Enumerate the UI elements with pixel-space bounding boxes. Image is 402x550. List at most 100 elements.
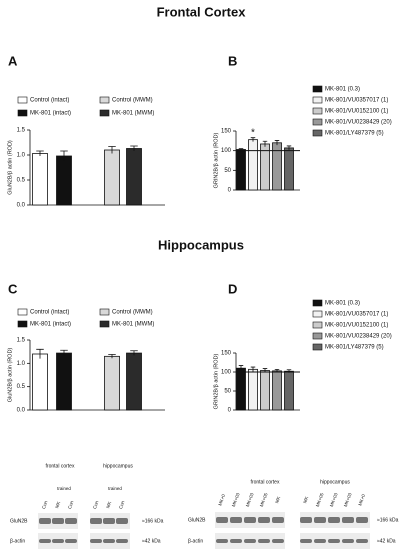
section-title: Frontal Cortex <box>157 4 247 19</box>
error-bar <box>130 145 138 151</box>
blot-band <box>342 539 354 543</box>
error-bar <box>108 146 116 154</box>
blot-band <box>116 539 128 543</box>
legend-swatch <box>17 109 28 117</box>
panel-label: A <box>8 53 18 68</box>
y-tick-label: 0.0 <box>17 203 26 209</box>
legend-label: Control (intact) <box>30 310 69 316</box>
bar <box>56 352 72 411</box>
y-tick-label: 0.5 <box>17 178 26 184</box>
bar <box>236 149 246 191</box>
legend-label: MK-801 (0.3) <box>325 301 360 307</box>
bar <box>260 370 270 411</box>
error-bar <box>60 150 68 161</box>
legend-label: MK-801/VU0152100 (1) <box>325 109 388 115</box>
bar <box>248 368 258 411</box>
y-tick-label: 50 <box>224 389 231 395</box>
blot-band <box>258 517 270 523</box>
lane-label: MK+0 <box>217 493 226 506</box>
blot-band <box>103 518 115 524</box>
legend-swatch <box>312 310 323 318</box>
blot-band <box>356 539 368 543</box>
blot-band <box>314 517 326 523</box>
legend-swatch <box>312 343 323 351</box>
error-bar <box>36 348 44 359</box>
bar <box>56 155 72 206</box>
blot-size-label: ≈42 kDa <box>142 538 161 544</box>
y-axis-label: GRIN2B/β actin (ROD) <box>213 132 219 188</box>
blot-band <box>52 518 64 524</box>
legend-swatch <box>17 96 28 104</box>
legend-swatch <box>99 308 110 316</box>
legend-swatch <box>99 96 110 104</box>
section-title: Hippocampus <box>158 237 244 252</box>
lane-label: Con <box>67 500 75 510</box>
legend-swatch <box>312 85 323 93</box>
legend-swatch <box>17 308 28 316</box>
y-tick-label: 1.0 <box>17 361 26 367</box>
bar <box>32 153 48 206</box>
blot-band <box>328 539 340 543</box>
blot-band <box>90 518 102 524</box>
bar <box>284 370 294 411</box>
legend-label: MK-801/VU0152100 (1) <box>325 323 388 329</box>
error-bar <box>262 140 268 147</box>
legend-label: MK-801 (0.3) <box>325 87 360 93</box>
legend-swatch <box>99 320 110 328</box>
legend-swatch <box>99 109 110 117</box>
blot-band <box>52 539 64 543</box>
blot-region: hippocampus <box>103 463 133 469</box>
blot-subheader: trained <box>57 486 71 491</box>
y-tick-label: 50 <box>224 168 231 174</box>
bar <box>284 147 294 191</box>
legend-swatch <box>312 299 323 307</box>
legend-swatch <box>17 320 28 328</box>
legend-label: Control (MWM) <box>112 98 153 104</box>
blot-region: frontal cortex <box>46 463 75 469</box>
y-tick-label: 100 <box>221 148 232 154</box>
bar <box>126 148 142 206</box>
lane-label: MK <box>302 496 309 504</box>
lane-label: MK+03 <box>343 492 353 508</box>
blot-band <box>272 517 284 523</box>
y-tick-label: 0.5 <box>17 384 26 390</box>
blot-band <box>230 517 242 523</box>
blot-band <box>103 539 115 543</box>
legend-label: Control (intact) <box>30 98 69 104</box>
error-bar <box>108 354 116 359</box>
legend-label: MK-801 (MWM) <box>112 111 154 117</box>
legend-label: MK-801/VU0357017 (1) <box>325 98 388 104</box>
panel-label: D <box>228 281 237 296</box>
legend-label: MK-801 (intact) <box>30 111 71 117</box>
legend-label: Control (MWM) <box>112 310 153 316</box>
blot-band <box>244 517 256 523</box>
error-bar <box>250 366 256 372</box>
y-tick-label: 100 <box>221 370 232 376</box>
legend-label: MK-801/VU0238429 (20) <box>325 334 392 340</box>
legend-label: MK-801/LY487379 (5) <box>325 131 384 137</box>
error-bar <box>286 145 292 150</box>
panel-label: B <box>228 53 237 68</box>
legend-swatch <box>312 129 323 137</box>
lane-label: Con <box>118 500 126 510</box>
y-tick-label: 0 <box>228 188 232 194</box>
lane-label: MK+03 <box>245 492 255 508</box>
legend-swatch <box>312 118 323 126</box>
legend-label: MK-801 (MWM) <box>112 322 154 328</box>
lane-label: MK+05 <box>315 492 325 508</box>
blot-row-label: GluN2B <box>188 517 206 523</box>
blot-band <box>216 517 228 523</box>
blot-size-label: ≈166 kDa <box>142 518 164 524</box>
bar <box>236 367 246 411</box>
lane-label: MK+03 <box>231 492 241 508</box>
bar <box>104 355 120 411</box>
panel-label: C <box>8 281 18 296</box>
y-tick-label: 1.5 <box>17 338 26 344</box>
lane-label: MK <box>105 501 112 509</box>
lane-label: MK <box>274 496 281 504</box>
y-tick-label: 150 <box>221 129 232 135</box>
legend-swatch <box>312 321 323 329</box>
y-tick-label: 1.5 <box>17 128 26 134</box>
bar <box>104 149 120 206</box>
